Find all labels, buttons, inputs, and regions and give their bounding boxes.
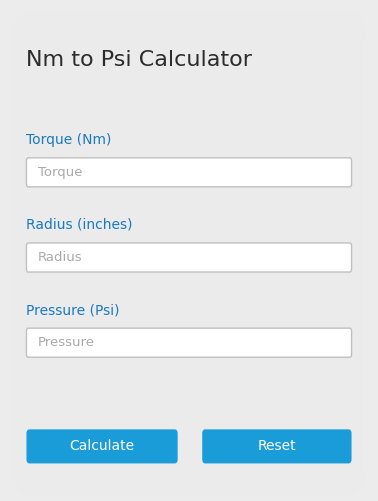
Text: Torque (Nm): Torque (Nm) <box>26 133 112 147</box>
Text: Torque: Torque <box>38 166 82 179</box>
Text: Nm to Psi Calculator: Nm to Psi Calculator <box>26 50 253 70</box>
FancyBboxPatch shape <box>11 10 367 496</box>
Text: Calculate: Calculate <box>70 439 135 453</box>
Text: Reset: Reset <box>257 439 296 453</box>
Text: Radius (inches): Radius (inches) <box>26 218 133 232</box>
Text: Radius: Radius <box>38 251 82 264</box>
Text: Pressure: Pressure <box>38 336 95 349</box>
FancyBboxPatch shape <box>26 243 352 272</box>
Text: Pressure (Psi): Pressure (Psi) <box>26 303 120 317</box>
FancyBboxPatch shape <box>202 429 352 463</box>
FancyBboxPatch shape <box>26 429 178 463</box>
FancyBboxPatch shape <box>26 158 352 187</box>
FancyBboxPatch shape <box>26 328 352 357</box>
